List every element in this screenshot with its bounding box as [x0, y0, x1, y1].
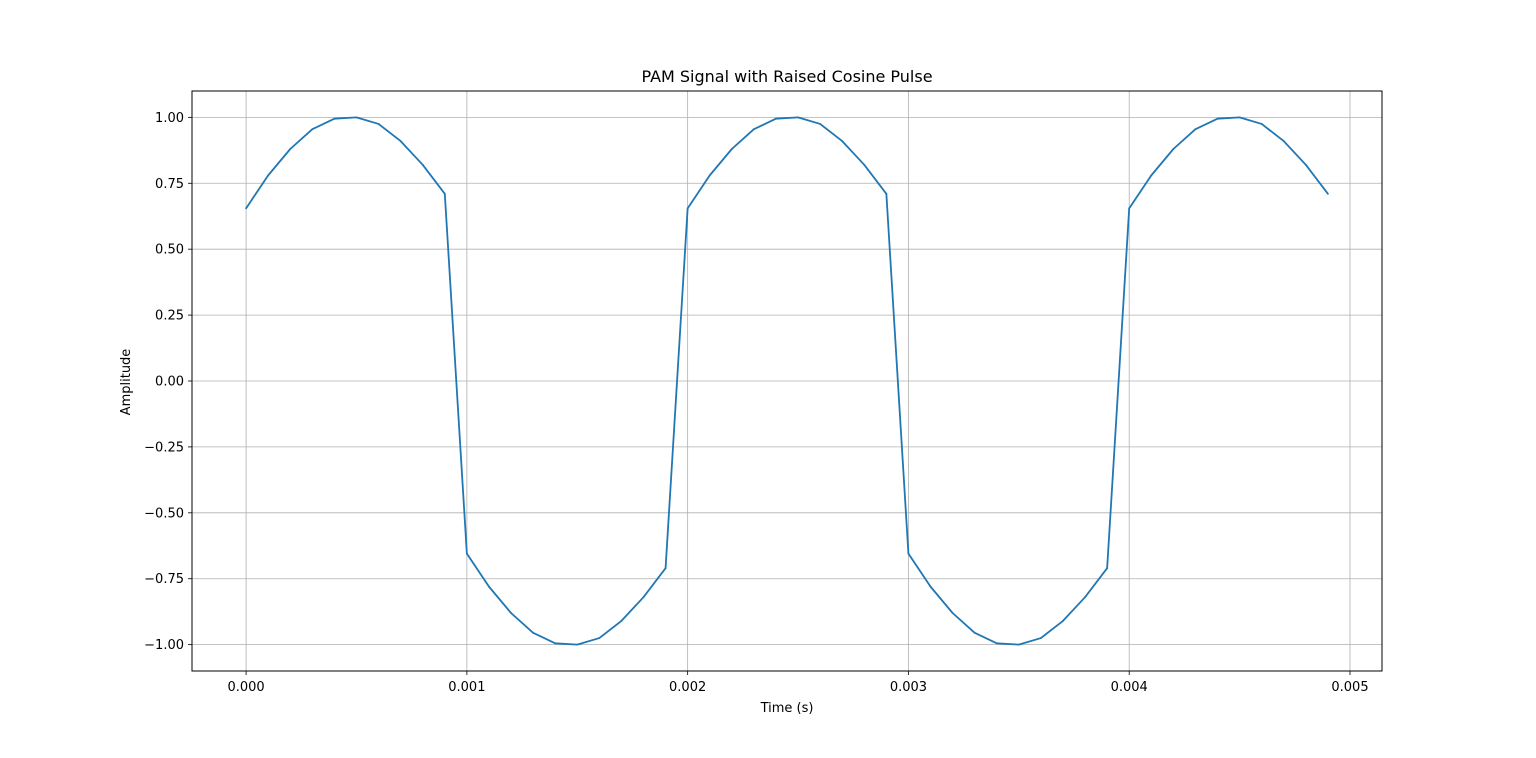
x-tick-label: 0.004 — [1111, 680, 1148, 695]
y-tick-label: 0.25 — [155, 309, 184, 324]
data-point — [929, 585, 932, 588]
data-point — [554, 642, 557, 645]
data-point — [1084, 596, 1086, 599]
data-point — [1039, 637, 1042, 639]
data-point — [973, 631, 976, 634]
data-point — [399, 140, 402, 142]
data-point — [1327, 192, 1329, 195]
data-point — [995, 642, 998, 645]
data-point — [752, 128, 755, 131]
y-tick-label: 0.00 — [155, 375, 184, 390]
data-point — [355, 116, 358, 119]
y-tick-label: 0.75 — [155, 177, 184, 192]
data-point — [1128, 207, 1131, 210]
data-point — [819, 123, 822, 125]
data-point — [1238, 116, 1241, 119]
data-point — [289, 148, 292, 150]
data-point — [1150, 174, 1153, 177]
data-point — [598, 637, 601, 639]
data-point — [1172, 148, 1175, 150]
data-point — [510, 612, 512, 614]
data-point — [730, 148, 733, 150]
data-point — [863, 163, 866, 166]
data-point — [775, 117, 777, 120]
data-point — [1260, 123, 1263, 125]
x-tick-label: 0.005 — [1331, 680, 1368, 695]
data-point — [885, 192, 888, 195]
data-point — [443, 192, 446, 195]
series-line-0 — [245, 116, 1329, 646]
data-point — [1062, 620, 1064, 622]
y-tick-label: −1.00 — [144, 638, 184, 653]
data-point — [532, 631, 535, 634]
data-point — [1304, 163, 1307, 166]
y-tick-label: −0.25 — [144, 440, 184, 455]
data-point — [421, 163, 424, 166]
data-point — [1106, 567, 1109, 570]
data-point — [1194, 128, 1197, 131]
data-point — [488, 585, 490, 588]
data-point — [1017, 643, 1020, 646]
y-tick-label: 0.50 — [155, 243, 184, 258]
y-tick-label: −0.75 — [144, 572, 184, 587]
x-tick-label: 0.000 — [227, 680, 264, 695]
data-point — [245, 207, 247, 210]
tick-layer: 0.000 0.001 0.002 0.003 0.004 0.005 −1.00 −0.75… — [144, 111, 1368, 695]
data-point — [267, 174, 270, 177]
data-point — [642, 596, 645, 599]
data-point — [1216, 117, 1219, 120]
data-point — [620, 620, 623, 622]
x-tick-label: 0.002 — [669, 680, 706, 695]
data-point — [664, 567, 667, 570]
data-point — [708, 174, 711, 177]
y-tick-label: −0.50 — [144, 506, 184, 521]
y-axis-label: Amplitude — [119, 349, 134, 416]
data-point — [841, 140, 844, 142]
series-layer — [245, 116, 1329, 646]
data-point — [797, 116, 799, 119]
data-point — [465, 552, 468, 555]
data-point — [333, 117, 336, 120]
data-point — [686, 207, 689, 210]
chart-title: PAM Signal with Raised Cosine Pulse — [641, 67, 932, 86]
data-point — [951, 612, 954, 614]
x-axis-label: Time (s) — [760, 701, 814, 716]
x-tick-label: 0.003 — [890, 680, 927, 695]
y-tick-label: 1.00 — [155, 111, 184, 126]
data-point — [1282, 140, 1285, 142]
x-tick-label: 0.001 — [448, 680, 485, 695]
grid-layer — [192, 91, 1382, 671]
data-point — [377, 123, 380, 125]
data-point — [311, 128, 314, 131]
data-point — [907, 552, 910, 555]
data-point — [576, 643, 579, 646]
